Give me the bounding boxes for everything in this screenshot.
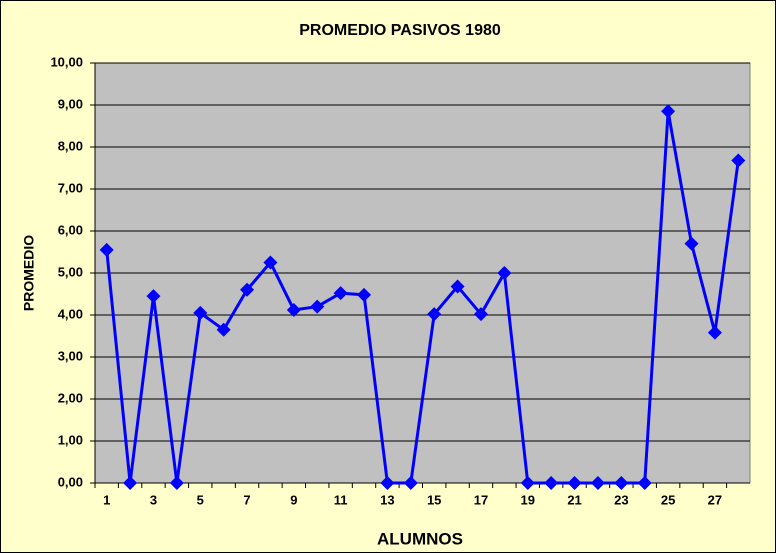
y-tick-label: 9,00 xyxy=(58,96,83,111)
point-marker xyxy=(731,153,746,168)
x-tick-label: 17 xyxy=(474,492,488,507)
y-tick-label: 3,00 xyxy=(58,348,83,363)
y-tick-label: 4,00 xyxy=(58,306,83,321)
y-tick-label: 6,00 xyxy=(58,222,83,237)
chart-title: PROMEDIO PASIVOS 1980 xyxy=(299,22,501,39)
y-tick-label: 0,00 xyxy=(58,474,83,489)
y-tick-label: 7,00 xyxy=(58,180,83,195)
point-marker xyxy=(637,476,652,490)
point-marker xyxy=(286,302,301,317)
x-tick-label: 27 xyxy=(708,492,722,507)
point-marker xyxy=(357,287,372,302)
y-tick-label: 2,00 xyxy=(58,390,83,405)
x-axis-label: ALUMNOS xyxy=(377,529,463,548)
x-tick-label: 13 xyxy=(380,492,394,507)
point-marker xyxy=(614,476,629,490)
y-tick-label: 8,00 xyxy=(58,138,83,153)
point-marker xyxy=(146,289,161,304)
point-marker xyxy=(684,236,699,251)
point-marker xyxy=(544,476,559,490)
point-marker xyxy=(333,286,348,301)
point-marker xyxy=(99,242,114,257)
point-marker xyxy=(707,325,722,340)
point-marker xyxy=(427,307,442,322)
point-marker xyxy=(567,476,582,490)
x-tick-label: 25 xyxy=(661,492,675,507)
y-axis-label: PROMEDIO xyxy=(21,235,37,311)
x-tick-label: 9 xyxy=(290,492,297,507)
point-marker xyxy=(263,255,278,270)
x-tick-label: 21 xyxy=(567,492,581,507)
x-tick-label: 11 xyxy=(334,492,348,507)
x-tick-label: 1 xyxy=(103,492,110,507)
y-tick-label: 1,00 xyxy=(58,432,83,447)
point-marker xyxy=(473,307,488,322)
x-tick-label: 3 xyxy=(150,492,157,507)
x-tick-label: 15 xyxy=(427,492,441,507)
point-marker xyxy=(520,476,535,490)
x-tick-label: 19 xyxy=(521,492,535,507)
point-marker xyxy=(403,476,418,490)
point-marker xyxy=(169,476,184,490)
point-marker xyxy=(450,279,465,294)
point-marker xyxy=(193,305,208,320)
point-marker xyxy=(590,476,605,490)
y-tick-label: 5,00 xyxy=(58,264,83,279)
x-tick-label: 23 xyxy=(614,492,628,507)
x-tick-label: 7 xyxy=(243,492,250,507)
point-marker xyxy=(661,104,676,119)
point-marker xyxy=(497,266,512,280)
point-marker xyxy=(240,282,255,297)
point-marker xyxy=(380,476,395,490)
y-tick-label: 10,00 xyxy=(50,54,83,69)
series-line xyxy=(105,111,740,485)
x-tick-label: 5 xyxy=(197,492,204,507)
point-marker xyxy=(123,476,138,490)
point-marker xyxy=(310,299,325,314)
point-marker xyxy=(216,322,231,337)
